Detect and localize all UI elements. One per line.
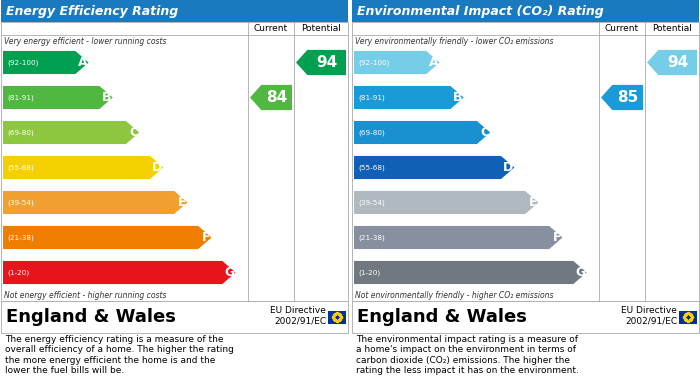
- Text: B: B: [102, 91, 112, 104]
- Text: (69-80): (69-80): [358, 129, 385, 136]
- Text: (81-91): (81-91): [358, 94, 385, 101]
- Polygon shape: [3, 86, 113, 109]
- Polygon shape: [3, 51, 89, 74]
- Text: 85: 85: [617, 90, 638, 105]
- Polygon shape: [601, 85, 643, 110]
- Text: F: F: [202, 231, 211, 244]
- Text: The environmental impact rating is a measure of
a home's impact on the environme: The environmental impact rating is a mea…: [356, 335, 579, 375]
- Text: England & Wales: England & Wales: [6, 308, 176, 326]
- Text: 84: 84: [266, 90, 287, 105]
- Text: 94: 94: [667, 55, 688, 70]
- Text: Current: Current: [605, 24, 639, 33]
- Text: (81-91): (81-91): [7, 94, 34, 101]
- Text: 94: 94: [316, 55, 337, 70]
- Polygon shape: [3, 261, 236, 284]
- Polygon shape: [250, 85, 292, 110]
- Text: G: G: [575, 266, 586, 279]
- Text: Not environmentally friendly - higher CO₂ emissions: Not environmentally friendly - higher CO…: [355, 291, 554, 300]
- Text: (39-54): (39-54): [358, 199, 385, 206]
- Polygon shape: [354, 261, 587, 284]
- Polygon shape: [354, 51, 440, 74]
- Text: Potential: Potential: [652, 24, 692, 33]
- Bar: [352, 0, 699, 22]
- Bar: [328, 310, 346, 323]
- Text: The energy efficiency rating is a measure of the
overall efficiency of a home. T: The energy efficiency rating is a measur…: [5, 335, 234, 375]
- Text: Potential: Potential: [301, 24, 341, 33]
- Text: Very environmentally friendly - lower CO₂ emissions: Very environmentally friendly - lower CO…: [355, 37, 554, 46]
- Text: England & Wales: England & Wales: [357, 308, 527, 326]
- Polygon shape: [354, 156, 514, 179]
- Text: (39-54): (39-54): [7, 199, 34, 206]
- Text: A: A: [429, 56, 439, 69]
- Text: (92-100): (92-100): [7, 59, 38, 66]
- Polygon shape: [3, 191, 188, 214]
- Bar: [1, 301, 348, 333]
- Text: D: D: [503, 161, 513, 174]
- Text: Environmental Impact (CO₂) Rating: Environmental Impact (CO₂) Rating: [357, 5, 603, 18]
- Text: E: E: [529, 196, 538, 209]
- Text: Current: Current: [254, 24, 288, 33]
- Text: (69-80): (69-80): [7, 129, 34, 136]
- Text: D: D: [152, 161, 162, 174]
- Polygon shape: [3, 121, 139, 144]
- Text: (55-68): (55-68): [7, 164, 34, 171]
- Text: Not energy efficient - higher running costs: Not energy efficient - higher running co…: [4, 291, 167, 300]
- Text: Very energy efficient - lower running costs: Very energy efficient - lower running co…: [4, 37, 167, 46]
- Text: (55-68): (55-68): [358, 164, 385, 171]
- Text: F: F: [553, 231, 561, 244]
- Text: C: C: [480, 126, 489, 139]
- Text: (1-20): (1-20): [358, 269, 380, 276]
- Text: (1-20): (1-20): [7, 269, 29, 276]
- Bar: [352, 301, 699, 333]
- Text: (21-38): (21-38): [358, 234, 385, 241]
- Polygon shape: [296, 50, 346, 75]
- Polygon shape: [3, 156, 163, 179]
- Text: (21-38): (21-38): [7, 234, 34, 241]
- Text: Energy Efficiency Rating: Energy Efficiency Rating: [6, 5, 178, 18]
- Polygon shape: [354, 226, 563, 249]
- Bar: [1, 22, 348, 301]
- Text: EU Directive
2002/91/EC: EU Directive 2002/91/EC: [621, 306, 677, 326]
- Polygon shape: [354, 121, 490, 144]
- Polygon shape: [3, 226, 211, 249]
- Text: E: E: [178, 196, 186, 209]
- Text: B: B: [453, 91, 463, 104]
- Bar: [352, 22, 699, 301]
- Polygon shape: [354, 191, 538, 214]
- Polygon shape: [647, 50, 697, 75]
- Text: A: A: [78, 56, 88, 69]
- Text: EU Directive
2002/91/EC: EU Directive 2002/91/EC: [270, 306, 326, 326]
- Text: C: C: [129, 126, 138, 139]
- Text: G: G: [225, 266, 235, 279]
- Bar: [679, 310, 697, 323]
- Bar: [1, 0, 348, 22]
- Text: (92-100): (92-100): [358, 59, 389, 66]
- Polygon shape: [354, 86, 463, 109]
